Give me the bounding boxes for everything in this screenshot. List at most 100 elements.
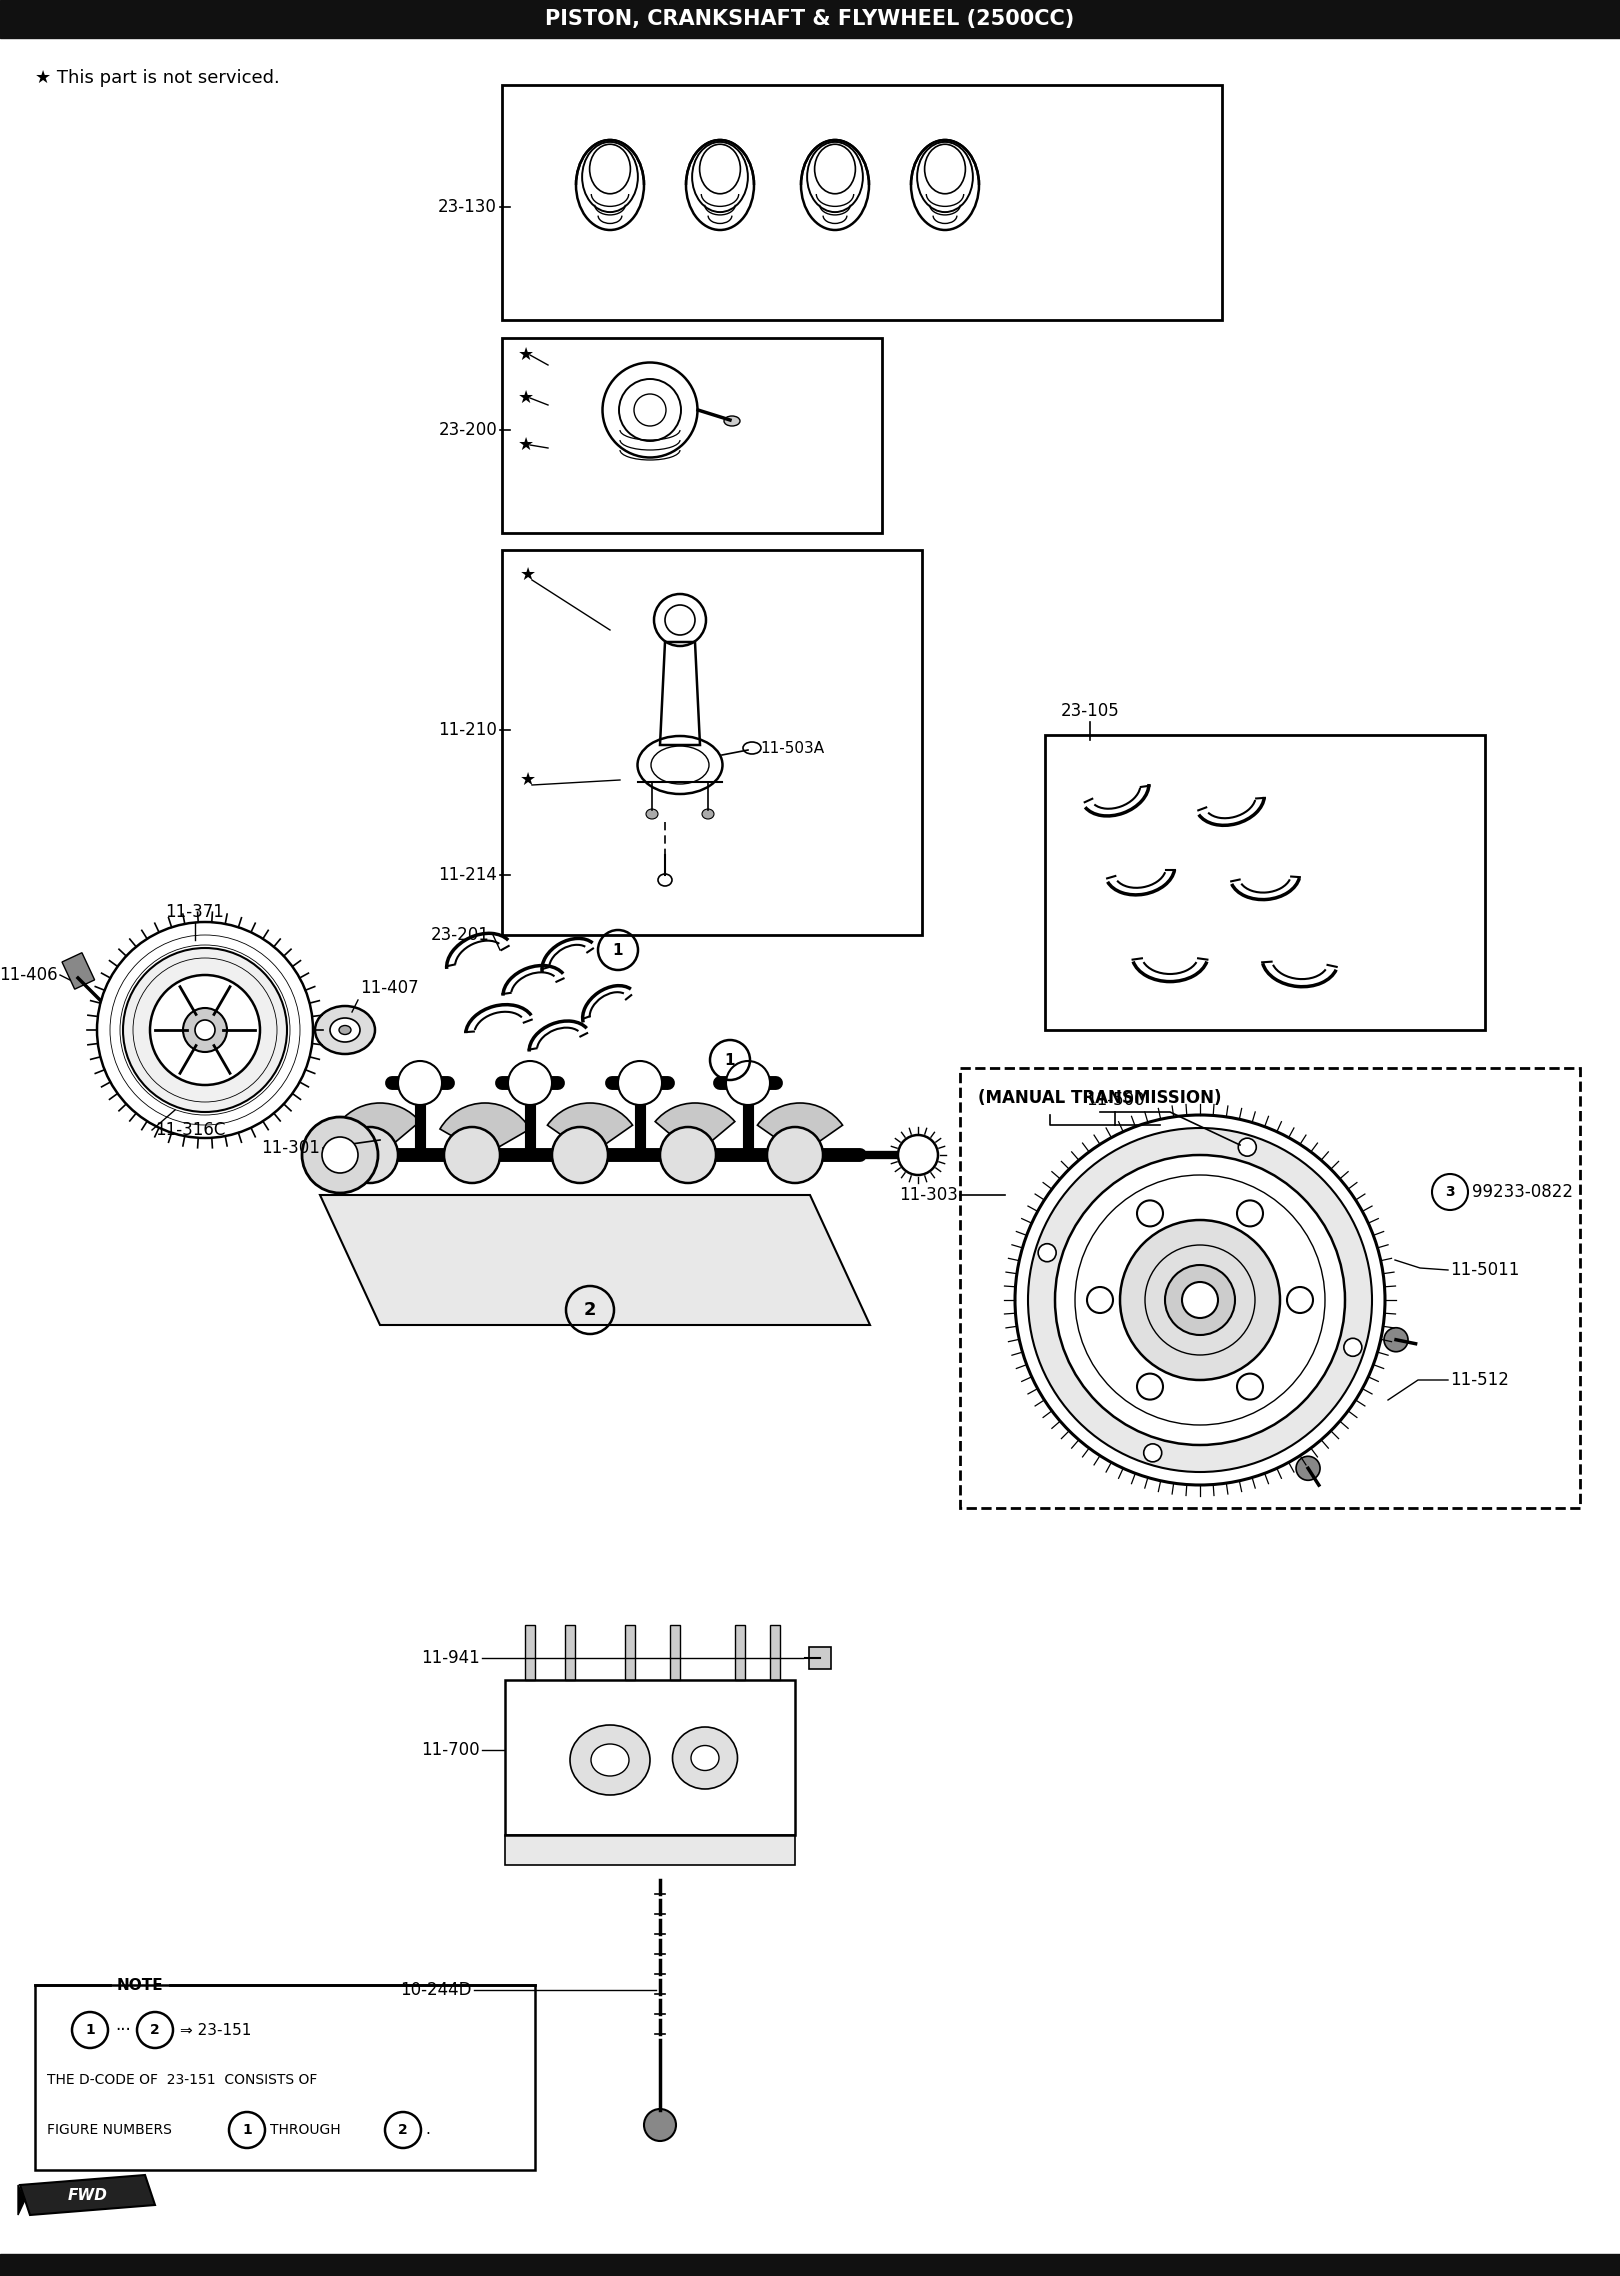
Wedge shape xyxy=(548,1104,632,1154)
Text: 10-244D: 10-244D xyxy=(400,1980,471,1998)
Circle shape xyxy=(183,1008,227,1052)
Circle shape xyxy=(1238,1138,1256,1156)
Ellipse shape xyxy=(314,1006,374,1054)
Circle shape xyxy=(1144,1443,1162,1461)
Text: 11-512: 11-512 xyxy=(1450,1370,1508,1388)
Circle shape xyxy=(897,1136,938,1174)
Text: 1: 1 xyxy=(86,2023,96,2037)
Ellipse shape xyxy=(339,1026,352,1036)
Text: 2: 2 xyxy=(151,2023,160,2037)
Text: 23-201: 23-201 xyxy=(431,926,489,945)
Ellipse shape xyxy=(570,1725,650,1796)
Text: NOTE: NOTE xyxy=(117,1978,164,1992)
Circle shape xyxy=(1119,1220,1280,1379)
Text: THROUGH: THROUGH xyxy=(271,2124,340,2137)
Circle shape xyxy=(617,1061,663,1106)
Text: 11-700: 11-700 xyxy=(421,1741,480,1759)
Text: 23-200: 23-200 xyxy=(439,421,497,439)
Text: PISTON, CRANKSHAFT & FLYWHEEL (2500CC): PISTON, CRANKSHAFT & FLYWHEEL (2500CC) xyxy=(546,9,1074,30)
Text: 11-303: 11-303 xyxy=(899,1186,957,1204)
Circle shape xyxy=(1038,1243,1056,1261)
Circle shape xyxy=(1286,1286,1312,1313)
Text: 11-407: 11-407 xyxy=(360,979,418,997)
Text: 11-316C: 11-316C xyxy=(156,1122,225,1138)
Circle shape xyxy=(322,1138,358,1172)
Text: ★ This part is not serviced.: ★ This part is not serviced. xyxy=(36,68,280,86)
Text: 2: 2 xyxy=(399,2124,408,2137)
Text: 1: 1 xyxy=(724,1052,735,1067)
Text: (MANUAL TRANSMISSION): (MANUAL TRANSMISSION) xyxy=(978,1088,1221,1106)
Circle shape xyxy=(151,974,259,1086)
Text: 11-214: 11-214 xyxy=(437,865,497,883)
Ellipse shape xyxy=(646,808,658,819)
Text: 11-941: 11-941 xyxy=(421,1650,480,1666)
Circle shape xyxy=(342,1127,399,1184)
Bar xyxy=(565,1625,575,1680)
Circle shape xyxy=(1345,1338,1362,1356)
Ellipse shape xyxy=(330,1017,360,1042)
Text: ⇒ 23-151: ⇒ 23-151 xyxy=(180,2023,251,2037)
Bar xyxy=(735,1625,745,1680)
Text: 1: 1 xyxy=(241,2124,251,2137)
Wedge shape xyxy=(340,1104,420,1154)
Circle shape xyxy=(1296,1457,1320,1479)
Circle shape xyxy=(645,2110,676,2142)
Circle shape xyxy=(1087,1286,1113,1313)
Text: ★: ★ xyxy=(520,567,536,585)
Bar xyxy=(36,1985,535,2169)
Text: 2: 2 xyxy=(583,1302,596,1320)
Circle shape xyxy=(399,1061,442,1106)
Text: 11-503A: 11-503A xyxy=(760,740,825,756)
Bar xyxy=(525,1625,535,1680)
Circle shape xyxy=(1055,1154,1345,1445)
Bar xyxy=(770,1625,779,1680)
Circle shape xyxy=(1165,1265,1234,1336)
Circle shape xyxy=(444,1127,501,1184)
Circle shape xyxy=(552,1127,608,1184)
Text: 11-210: 11-210 xyxy=(437,721,497,740)
Circle shape xyxy=(301,1118,377,1193)
Text: 11-500: 11-500 xyxy=(1085,1090,1144,1108)
Bar xyxy=(502,84,1221,321)
Bar xyxy=(505,1834,795,1864)
Text: 3: 3 xyxy=(1445,1186,1455,1199)
Text: 23-105: 23-105 xyxy=(1061,701,1119,719)
Polygon shape xyxy=(18,2185,24,2215)
Text: 11-301: 11-301 xyxy=(261,1138,321,1156)
Bar xyxy=(62,954,94,990)
Bar xyxy=(0,2253,1620,2276)
Polygon shape xyxy=(321,1195,870,1325)
Text: 1: 1 xyxy=(612,942,624,958)
Polygon shape xyxy=(19,2176,156,2215)
Ellipse shape xyxy=(591,1743,629,1775)
Circle shape xyxy=(1137,1199,1163,1227)
Text: 99233-0822: 99233-0822 xyxy=(1473,1184,1573,1202)
Text: ★: ★ xyxy=(518,346,535,364)
Bar xyxy=(961,1067,1580,1509)
Bar xyxy=(502,339,881,533)
Text: 11-406: 11-406 xyxy=(0,965,58,983)
Circle shape xyxy=(659,1127,716,1184)
Wedge shape xyxy=(758,1104,842,1154)
Text: ···: ··· xyxy=(115,2021,131,2039)
Ellipse shape xyxy=(724,417,740,426)
Ellipse shape xyxy=(692,1746,719,1771)
Wedge shape xyxy=(654,1104,735,1154)
Text: ★: ★ xyxy=(520,772,536,790)
Circle shape xyxy=(726,1061,770,1106)
Text: 11-5011: 11-5011 xyxy=(1450,1261,1520,1279)
Bar xyxy=(502,551,922,935)
Wedge shape xyxy=(441,1104,530,1154)
Text: FWD: FWD xyxy=(68,2187,109,2203)
Text: 11-371: 11-371 xyxy=(165,904,225,922)
Circle shape xyxy=(766,1127,823,1184)
Text: ★: ★ xyxy=(518,389,535,407)
Bar xyxy=(0,0,1620,39)
Circle shape xyxy=(1238,1199,1264,1227)
Ellipse shape xyxy=(701,808,714,819)
Ellipse shape xyxy=(672,1727,737,1789)
Text: 23-130: 23-130 xyxy=(437,198,497,216)
Text: THE D-CODE OF  23-151  CONSISTS OF: THE D-CODE OF 23-151 CONSISTS OF xyxy=(47,2073,318,2087)
Circle shape xyxy=(509,1061,552,1106)
Circle shape xyxy=(1238,1375,1264,1400)
